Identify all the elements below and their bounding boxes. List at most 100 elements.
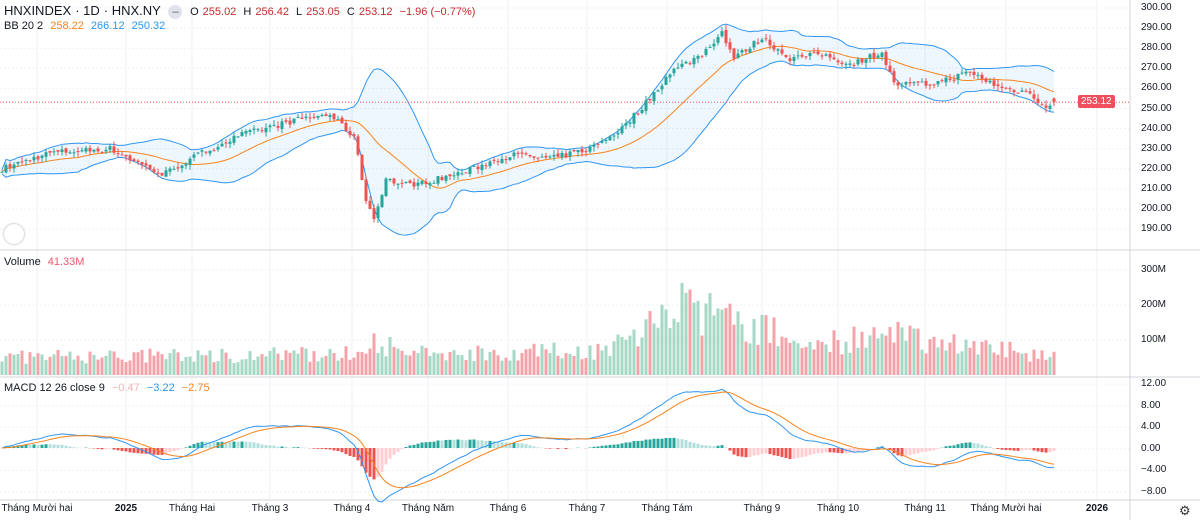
macd-histogram-bar (980, 444, 984, 448)
volume-bar (684, 292, 688, 375)
candle-body (656, 90, 660, 92)
candle-body (16, 161, 20, 164)
gear-icon[interactable]: ⚙ (1179, 503, 1191, 518)
macd-histogram-bar (744, 448, 748, 458)
volume-bar (960, 351, 964, 375)
time-axis-label: Tháng Năm (401, 503, 455, 514)
volume-bar (260, 354, 264, 375)
low-value: 253.05 (306, 6, 340, 18)
macd-histogram-bar (236, 441, 240, 448)
macd-histogram-bar (152, 448, 156, 455)
volume-bar (364, 353, 368, 375)
macd-histogram-bar (1016, 448, 1020, 451)
open-value: 255.02 (202, 6, 237, 18)
macd-histogram-bar (716, 445, 720, 448)
volume-bar (268, 350, 272, 375)
volume-bar (344, 346, 348, 375)
volume-bar (584, 357, 588, 375)
macd-histogram-bar (516, 442, 520, 448)
macd-histogram-bar (132, 448, 136, 453)
volume-bar (924, 353, 928, 375)
volume-bar (752, 318, 756, 375)
macd-histogram-bar (400, 448, 404, 450)
volume-bar (48, 356, 52, 375)
macd-histogram-bar (44, 444, 48, 448)
macd-histogram-bar (732, 448, 736, 455)
macd-histogram-bar (444, 439, 448, 448)
macd-legend[interactable]: MACD 12 26 close 9 −0.47 −3.22 −2.75 (4, 382, 214, 394)
macd-histogram-bar (848, 448, 852, 453)
volume-bar (168, 353, 172, 375)
macd-histogram-bar (772, 448, 776, 456)
macd-histogram-bar (640, 440, 644, 448)
volume-bar (80, 360, 84, 375)
candle-body (520, 152, 524, 154)
volume-bar (196, 350, 200, 375)
candle-body (64, 148, 68, 153)
volume-legend[interactable]: Volume 41.33M (4, 256, 88, 268)
candle-body (204, 151, 208, 153)
change-value: −1.96 (−0.77%) (399, 6, 476, 18)
candle-body (220, 143, 224, 147)
volume-bar (328, 348, 332, 375)
volume-bar (1048, 356, 1052, 375)
volume-bar (572, 356, 576, 375)
candle-body (800, 54, 804, 57)
candle-body (80, 150, 84, 152)
candle-body (364, 179, 368, 201)
candle-body (300, 117, 304, 120)
volume-bar (744, 341, 748, 375)
macd-histogram-bar (720, 445, 724, 448)
volume-bar (628, 335, 632, 375)
volume-bar (352, 357, 356, 375)
macd-histogram-bar (944, 446, 948, 448)
candle-body (104, 149, 108, 152)
candle-body (532, 156, 536, 158)
macd-histogram-bar (1000, 448, 1004, 450)
symbol[interactable]: HNXINDEX (4, 3, 72, 18)
candle-body (292, 118, 296, 124)
volume-bar (832, 330, 836, 375)
volume-bar (264, 356, 268, 375)
candle-body (864, 59, 868, 63)
volume-bar (828, 351, 832, 375)
candle-body (20, 161, 24, 163)
volume-bar (312, 351, 316, 375)
volume-bar (964, 339, 968, 375)
candle-body (588, 146, 592, 152)
macd-histogram-bar (700, 445, 704, 448)
candle-body (728, 42, 732, 50)
price-axis-label: 200.00 (1141, 203, 1172, 214)
candle-body (440, 177, 444, 181)
macd-histogram-bar (748, 448, 752, 458)
candle-body (648, 99, 652, 101)
candle-body (288, 120, 292, 125)
candle-body (120, 154, 124, 156)
bb-lower-line (1, 60, 1055, 236)
volume-bar (1052, 351, 1056, 375)
time-axis-label: 2026 (1085, 503, 1109, 514)
volume-bar (856, 347, 860, 375)
volume-bar (368, 348, 372, 375)
macd-histogram-bar (104, 448, 108, 450)
interval[interactable]: 1D (83, 3, 100, 18)
tradingview-logo[interactable] (4, 224, 24, 244)
time-axis-label: Tháng 9 (743, 503, 781, 514)
volume-bar (96, 359, 100, 375)
bb-legend[interactable]: BB 20 2 258.22 266.12 250.32 (4, 20, 169, 32)
candle-body (284, 120, 288, 122)
macd-histogram-bar (408, 445, 412, 448)
candle-body (272, 124, 276, 126)
volume-bar (876, 338, 880, 375)
macd-histogram-bar (784, 448, 788, 459)
candle-body (644, 100, 648, 111)
macd-axis-label: −8.00 (1141, 486, 1167, 497)
bb-upper-line (1, 23, 1055, 171)
minus-icon[interactable]: – (168, 4, 183, 19)
volume-bar (392, 347, 396, 375)
bb-basis-line (1, 45, 1055, 189)
macd-hist-value: −0.47 (111, 382, 140, 394)
volume-bar (272, 347, 276, 375)
